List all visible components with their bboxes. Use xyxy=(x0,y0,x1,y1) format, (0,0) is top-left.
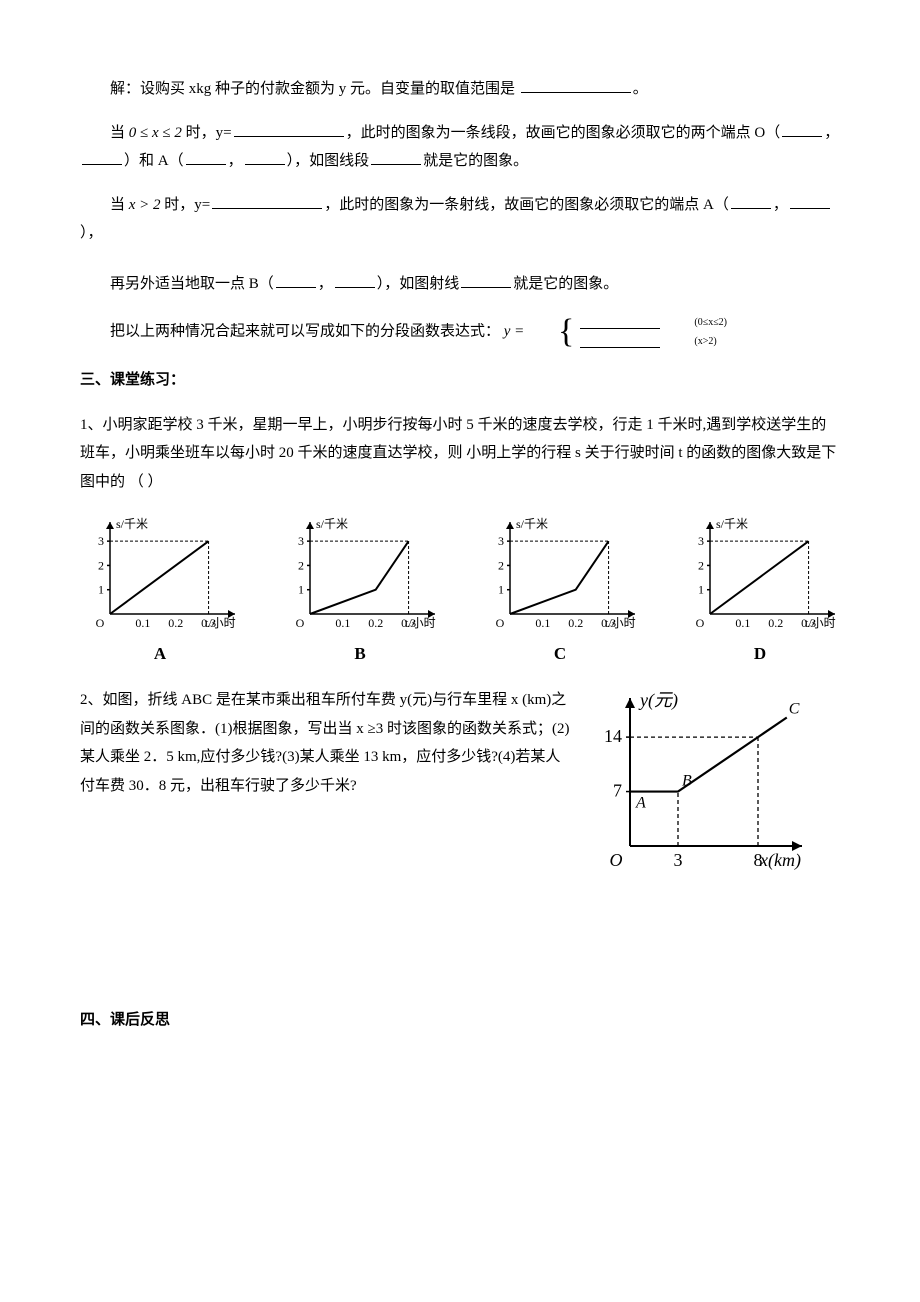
intro-case1: 当 0 ≤ x ≤ 2 时，y=，此时的图象为一条线段，故画它的图象必须取它的两… xyxy=(80,119,840,176)
blank-ray[interactable] xyxy=(461,272,511,288)
svg-text:t/小时: t/小时 xyxy=(605,616,636,630)
blank-Ay[interactable] xyxy=(245,149,285,165)
svg-text:t/小时: t/小时 xyxy=(205,616,236,630)
svg-text:3: 3 xyxy=(498,534,504,548)
svg-text:s/千米: s/千米 xyxy=(716,517,748,531)
svg-text:O: O xyxy=(696,616,705,630)
svg-text:3: 3 xyxy=(674,850,683,870)
blank-y1[interactable] xyxy=(234,121,344,137)
q2-block: 71438Oy(元)x(km)ABC 2、如图，折线 ABC 是在某市乘出租车所… xyxy=(80,686,840,886)
svg-text:0.2: 0.2 xyxy=(568,616,583,630)
intro-line1-pre: 解：设购买 xkg 种子的付款金额为 y 元。自变量的取值范围是 xyxy=(110,81,515,97)
svg-text:3: 3 xyxy=(298,534,304,548)
svg-text:1: 1 xyxy=(98,583,104,597)
intro-extra: 再另外适当地取一点 B（，），如图射线就是它的图象。 xyxy=(80,270,840,299)
svg-text:1: 1 xyxy=(298,583,304,597)
blank-By[interactable] xyxy=(335,272,375,288)
chart-A: 1230.10.20.3Os/千米t/小时 A xyxy=(80,514,240,670)
blank-domain[interactable] xyxy=(521,77,631,93)
svg-text:s/千米: s/千米 xyxy=(116,517,148,531)
svg-text:s/千米: s/千米 xyxy=(516,517,548,531)
blank-y2[interactable] xyxy=(212,193,322,209)
fare-figure: 71438Oy(元)x(km)ABC xyxy=(590,686,810,876)
svg-text:O: O xyxy=(496,616,505,630)
svg-text:14: 14 xyxy=(604,726,622,746)
chart-B: 1230.10.20.3Os/千米t/小时 B xyxy=(280,514,440,670)
svg-text:t/小时: t/小时 xyxy=(805,616,836,630)
svg-text:O: O xyxy=(610,850,623,870)
svg-text:2: 2 xyxy=(498,558,504,572)
charts-row: 1230.10.20.3Os/千米t/小时 A 1230.10.20.3Os/千… xyxy=(80,514,840,670)
blank-Ox[interactable] xyxy=(782,121,822,137)
svg-text:0.2: 0.2 xyxy=(768,616,783,630)
svg-text:2: 2 xyxy=(98,558,104,572)
chart-D-svg: 1230.10.20.3Os/千米t/小时 xyxy=(680,514,840,634)
blank-piece1[interactable] xyxy=(580,317,660,329)
chart-B-label: B xyxy=(280,638,440,670)
piecewise-brace: { (0≤x≤2) (x>2) xyxy=(528,313,727,351)
svg-text:C: C xyxy=(789,701,800,718)
chart-B-svg: 1230.10.20.3Os/千米t/小时 xyxy=(280,514,440,634)
chart-A-svg: 1230.10.20.3Os/千米t/小时 xyxy=(80,514,240,634)
chart-A-label: A xyxy=(80,638,240,670)
svg-text:0.1: 0.1 xyxy=(735,616,750,630)
blank-Ax[interactable] xyxy=(186,149,226,165)
chart-D: 1230.10.20.3Os/千米t/小时 D xyxy=(680,514,840,670)
svg-text:0.1: 0.1 xyxy=(335,616,350,630)
svg-text:0.2: 0.2 xyxy=(168,616,183,630)
svg-text:3: 3 xyxy=(698,534,704,548)
svg-text:1: 1 xyxy=(498,583,504,597)
svg-text:1: 1 xyxy=(698,583,704,597)
section3-title: 三、课堂练习： xyxy=(80,366,840,395)
svg-text:0.1: 0.1 xyxy=(135,616,150,630)
q1-text: 1、小明家距学校 3 千米，星期一早上，小明步行按每小时 5 千米的速度去学校，… xyxy=(80,411,840,497)
svg-text:y(元): y(元) xyxy=(638,690,678,711)
blank-Oy[interactable] xyxy=(82,149,122,165)
svg-text:O: O xyxy=(296,616,305,630)
svg-text:3: 3 xyxy=(98,534,104,548)
section4-title: 四、课后反思 xyxy=(80,1006,840,1035)
chart-C-svg: 1230.10.20.3Os/千米t/小时 xyxy=(480,514,640,634)
chart-C-label: C xyxy=(480,638,640,670)
svg-text:0.1: 0.1 xyxy=(535,616,550,630)
svg-text:7: 7 xyxy=(613,781,622,801)
svg-text:2: 2 xyxy=(298,558,304,572)
blank-A2y[interactable] xyxy=(790,193,830,209)
svg-text:2: 2 xyxy=(698,558,704,572)
svg-text:x(km): x(km) xyxy=(759,850,801,871)
intro-line1: 解：设购买 xkg 种子的付款金额为 y 元。自变量的取值范围是 。 xyxy=(80,75,840,104)
intro-case2: 当 x > 2 时，y=，此时的图象为一条射线，故画它的图象必须取它的端点 A（… xyxy=(80,191,840,248)
svg-text:s/千米: s/千米 xyxy=(316,517,348,531)
chart-C: 1230.10.20.3Os/千米t/小时 C xyxy=(480,514,640,670)
blank-A2x[interactable] xyxy=(731,193,771,209)
svg-text:B: B xyxy=(682,773,692,790)
svg-text:O: O xyxy=(96,616,105,630)
svg-text:0.2: 0.2 xyxy=(368,616,383,630)
fare-svg: 71438Oy(元)x(km)ABC xyxy=(590,686,810,876)
svg-text:A: A xyxy=(635,795,646,812)
chart-D-label: D xyxy=(680,638,840,670)
intro-piecewise: 把以上两种情况合起来就可以写成如下的分段函数表达式： y = { (0≤x≤2)… xyxy=(80,313,840,351)
blank-seg1[interactable] xyxy=(371,149,421,165)
blank-Bx[interactable] xyxy=(276,272,316,288)
svg-text:t/小时: t/小时 xyxy=(405,616,436,630)
blank-piece2[interactable] xyxy=(580,336,660,348)
